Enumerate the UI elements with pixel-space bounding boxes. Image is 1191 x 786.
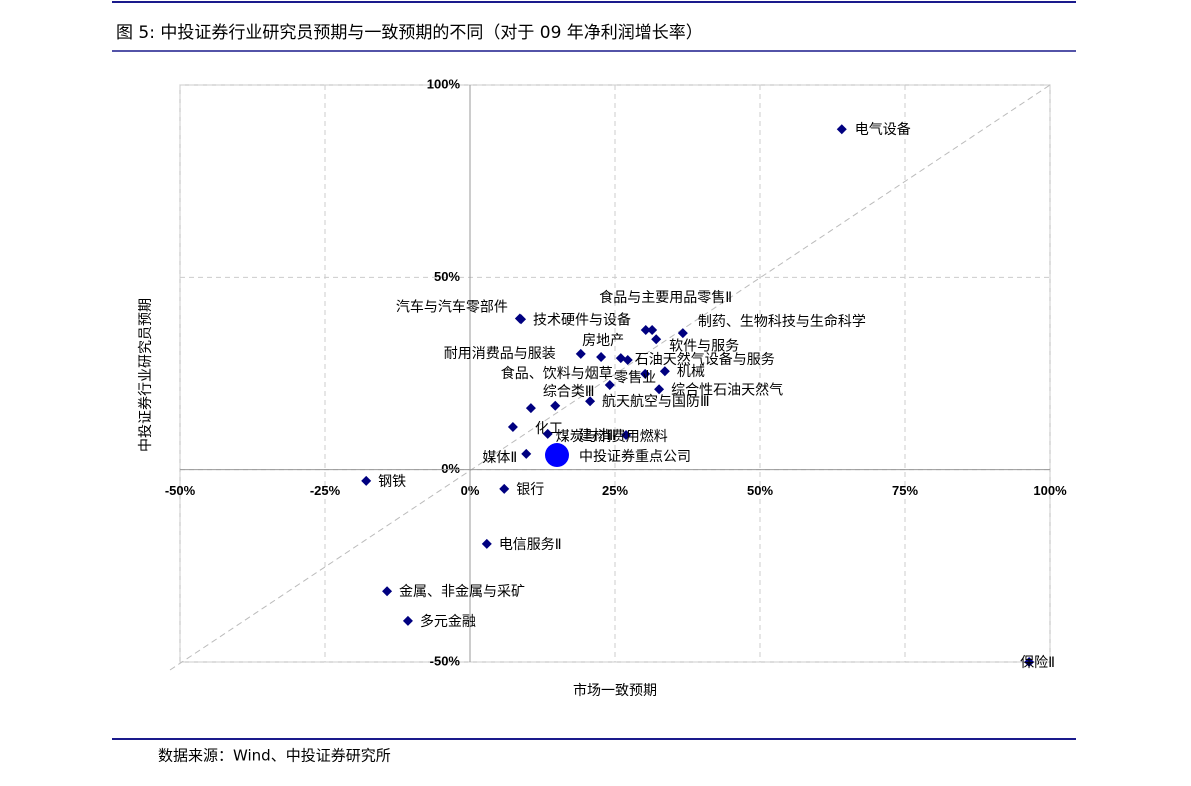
point bbox=[542, 428, 553, 439]
point bbox=[575, 348, 586, 359]
point bbox=[550, 400, 561, 411]
x-tick-label: 50% bbox=[747, 483, 773, 498]
point-label: 银行 bbox=[516, 482, 544, 498]
point bbox=[677, 328, 688, 339]
x-tick-label: -25% bbox=[310, 483, 341, 498]
point bbox=[521, 448, 532, 459]
point-label: 煤炭与消费用燃料 bbox=[556, 428, 668, 445]
point-label: 金属、非金属与采矿 bbox=[399, 584, 525, 600]
point-label: 房地产 bbox=[582, 333, 624, 349]
point-label: 制药、生物科技与生命科学 bbox=[698, 313, 866, 330]
x-tick-label: 25% bbox=[602, 483, 628, 498]
point bbox=[640, 325, 651, 336]
point bbox=[481, 538, 492, 549]
y-axis-label: 中投证券行业研究员预期 bbox=[138, 298, 154, 452]
point bbox=[402, 615, 413, 626]
x-tick-label: -50% bbox=[165, 483, 196, 498]
point-label: 中投证券重点公司 bbox=[579, 449, 691, 465]
point-label: 综合性石油天然气 bbox=[671, 381, 783, 398]
point-label: 建材Ⅲ bbox=[578, 428, 616, 444]
point bbox=[361, 475, 372, 486]
point bbox=[604, 380, 615, 391]
point bbox=[836, 124, 847, 135]
y-tick-label: -50% bbox=[430, 653, 461, 668]
point bbox=[507, 421, 518, 432]
point-label: 保险Ⅱ bbox=[1020, 655, 1055, 671]
point bbox=[647, 325, 658, 336]
point-label: 综合类Ⅲ bbox=[543, 384, 595, 400]
point bbox=[585, 396, 596, 407]
y-tick-label: 50% bbox=[434, 269, 460, 284]
point-label: 食品、饮料与烟草 bbox=[501, 365, 613, 382]
point-label: 航天航空与国防Ⅲ bbox=[602, 394, 710, 410]
point-label: 零售业 bbox=[614, 370, 656, 386]
point-label: 软件与服务 bbox=[669, 338, 739, 354]
point-label: 技术硬件与设备 bbox=[533, 311, 631, 328]
point-label: 电信服务Ⅱ bbox=[499, 537, 562, 553]
source-note: 数据来源：Wind、中投证券研究所 bbox=[158, 747, 391, 765]
point-label: 钢铁 bbox=[378, 474, 406, 490]
reference-diagonal bbox=[169, 84, 1051, 671]
point bbox=[659, 366, 670, 377]
point bbox=[640, 368, 651, 379]
point-label: 石油天然气设备与服务 bbox=[635, 351, 775, 368]
point-label: 电气设备 bbox=[855, 121, 911, 138]
point-label: 多元金融 bbox=[420, 613, 476, 630]
point bbox=[621, 430, 632, 441]
point bbox=[514, 313, 525, 324]
point-label: 化工 bbox=[535, 421, 563, 437]
x-axis-label: 市场一致预期 bbox=[573, 682, 657, 699]
x-tick-label: 75% bbox=[892, 483, 918, 498]
point bbox=[382, 586, 393, 597]
point-label: 耐用消费品与服装 bbox=[444, 346, 556, 362]
point-label: 食品与主要用品零售Ⅱ bbox=[599, 289, 732, 306]
point bbox=[1024, 657, 1035, 667]
figure-title: 图 5: 中投证券行业研究员预期与一致预期的不同（对于 09 年净利润增长率） bbox=[116, 23, 703, 43]
point-label: 汽车与汽车零部件 bbox=[396, 298, 508, 315]
y-tick-label: 100% bbox=[427, 76, 461, 91]
point bbox=[525, 403, 536, 414]
point-label: 媒体Ⅱ bbox=[482, 450, 517, 466]
point bbox=[654, 384, 665, 395]
point bbox=[651, 334, 662, 345]
y-tick-label: 0% bbox=[441, 461, 460, 476]
point bbox=[622, 355, 633, 366]
x-tick-label: 100% bbox=[1033, 483, 1067, 498]
point bbox=[615, 353, 626, 364]
point bbox=[596, 351, 607, 362]
point-label: 机械 bbox=[677, 364, 705, 380]
point bbox=[499, 483, 510, 494]
highlight-point bbox=[545, 443, 569, 468]
